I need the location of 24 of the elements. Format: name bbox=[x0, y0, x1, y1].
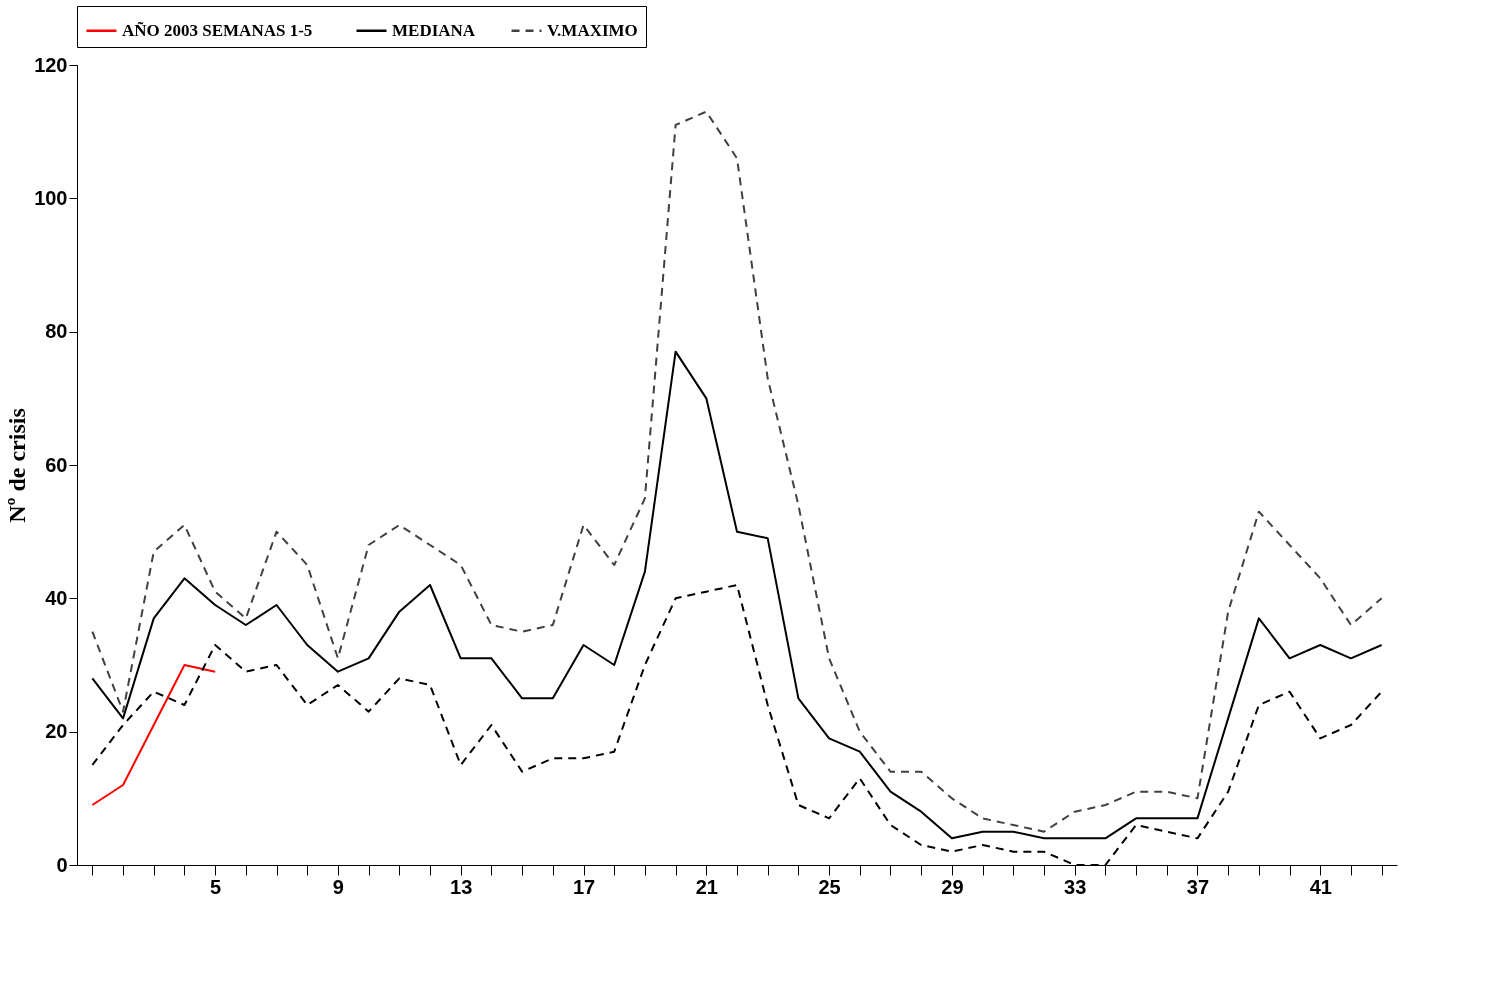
y-axis-title: Nº de crisis bbox=[4, 408, 31, 523]
y-tick-label: 120 bbox=[34, 53, 68, 76]
x-tick-label: 41 bbox=[1309, 875, 1332, 898]
y-tick-label: 40 bbox=[45, 586, 68, 609]
line-series bbox=[91, 350, 1383, 840]
line-series bbox=[91, 664, 217, 806]
x-tick-label: 9 bbox=[332, 875, 344, 898]
y-tick-label: 80 bbox=[45, 320, 68, 343]
x-tick-label: 13 bbox=[450, 875, 473, 898]
legend-label: MEDIANA bbox=[392, 20, 476, 40]
x-tick-label: 21 bbox=[695, 875, 718, 898]
y-tick-label: 100 bbox=[34, 186, 68, 209]
line-series bbox=[91, 110, 1383, 833]
y-tick-label: 20 bbox=[45, 720, 68, 743]
x-tick-label: 29 bbox=[941, 875, 964, 898]
x-tick-label: 17 bbox=[572, 875, 596, 898]
x-tick-label: 33 bbox=[1064, 875, 1087, 898]
x-tick-label: 37 bbox=[1186, 875, 1210, 898]
y-tick-label: 60 bbox=[45, 453, 68, 476]
legend-label: V.MAXIMO bbox=[547, 20, 638, 40]
x-tick-label: 25 bbox=[818, 875, 841, 898]
legend-label: AÑO 2003 SEMANAS 1-5 bbox=[122, 20, 313, 40]
x-tick-label: 5 bbox=[210, 875, 222, 898]
y-tick-label: 0 bbox=[56, 853, 68, 876]
